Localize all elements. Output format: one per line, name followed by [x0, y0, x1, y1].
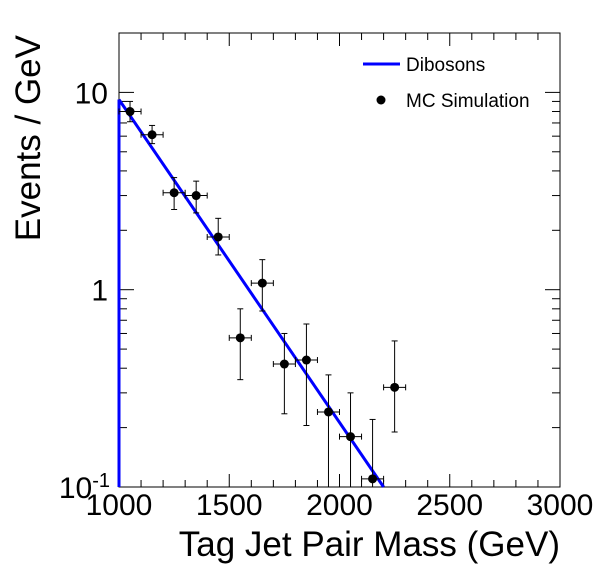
x-tick-labels: 1000 1500 2000 2500 3000: [86, 489, 594, 522]
axis-ticks: [118, 32, 561, 488]
data-point: [235, 333, 245, 343]
x-axis-title: Tag Jet Pair Mass (GeV): [179, 525, 560, 564]
x-tick-label: 1000: [86, 489, 153, 522]
x-tick-label: 3000: [527, 489, 594, 522]
data-point: [213, 232, 223, 242]
y-tick-label-exponent: -1: [92, 470, 110, 492]
data-point: [169, 188, 179, 198]
y-axis-title: Events / GeV: [9, 34, 48, 241]
legend: Dibosons MC Simulation: [363, 55, 530, 112]
y-tick-label: 10-1: [59, 470, 110, 505]
y-tick-label: 10: [75, 77, 108, 110]
data-point: [257, 278, 267, 288]
data-point: [191, 191, 201, 201]
legend-label-mc: MC Simulation: [406, 91, 530, 112]
data-point: [301, 355, 311, 365]
legend-marker-swatch: [376, 95, 386, 105]
y-tick-label: 1: [91, 275, 108, 308]
data-point: [125, 107, 135, 117]
data-point: [147, 130, 157, 140]
data-point: [279, 359, 289, 369]
legend-label-dibosons: Dibosons: [406, 55, 485, 76]
data-point: [368, 474, 378, 484]
dibosons-line: [117, 98, 385, 488]
x-tick-label: 2500: [416, 489, 483, 522]
y-tick-label-base: 10: [59, 472, 92, 505]
data-point: [346, 432, 356, 442]
x-tick-label: 1500: [196, 489, 263, 522]
data-layer: [117, 98, 407, 488]
data-point: [390, 382, 400, 392]
data-point: [323, 407, 333, 417]
x-tick-label: 2000: [306, 489, 373, 522]
